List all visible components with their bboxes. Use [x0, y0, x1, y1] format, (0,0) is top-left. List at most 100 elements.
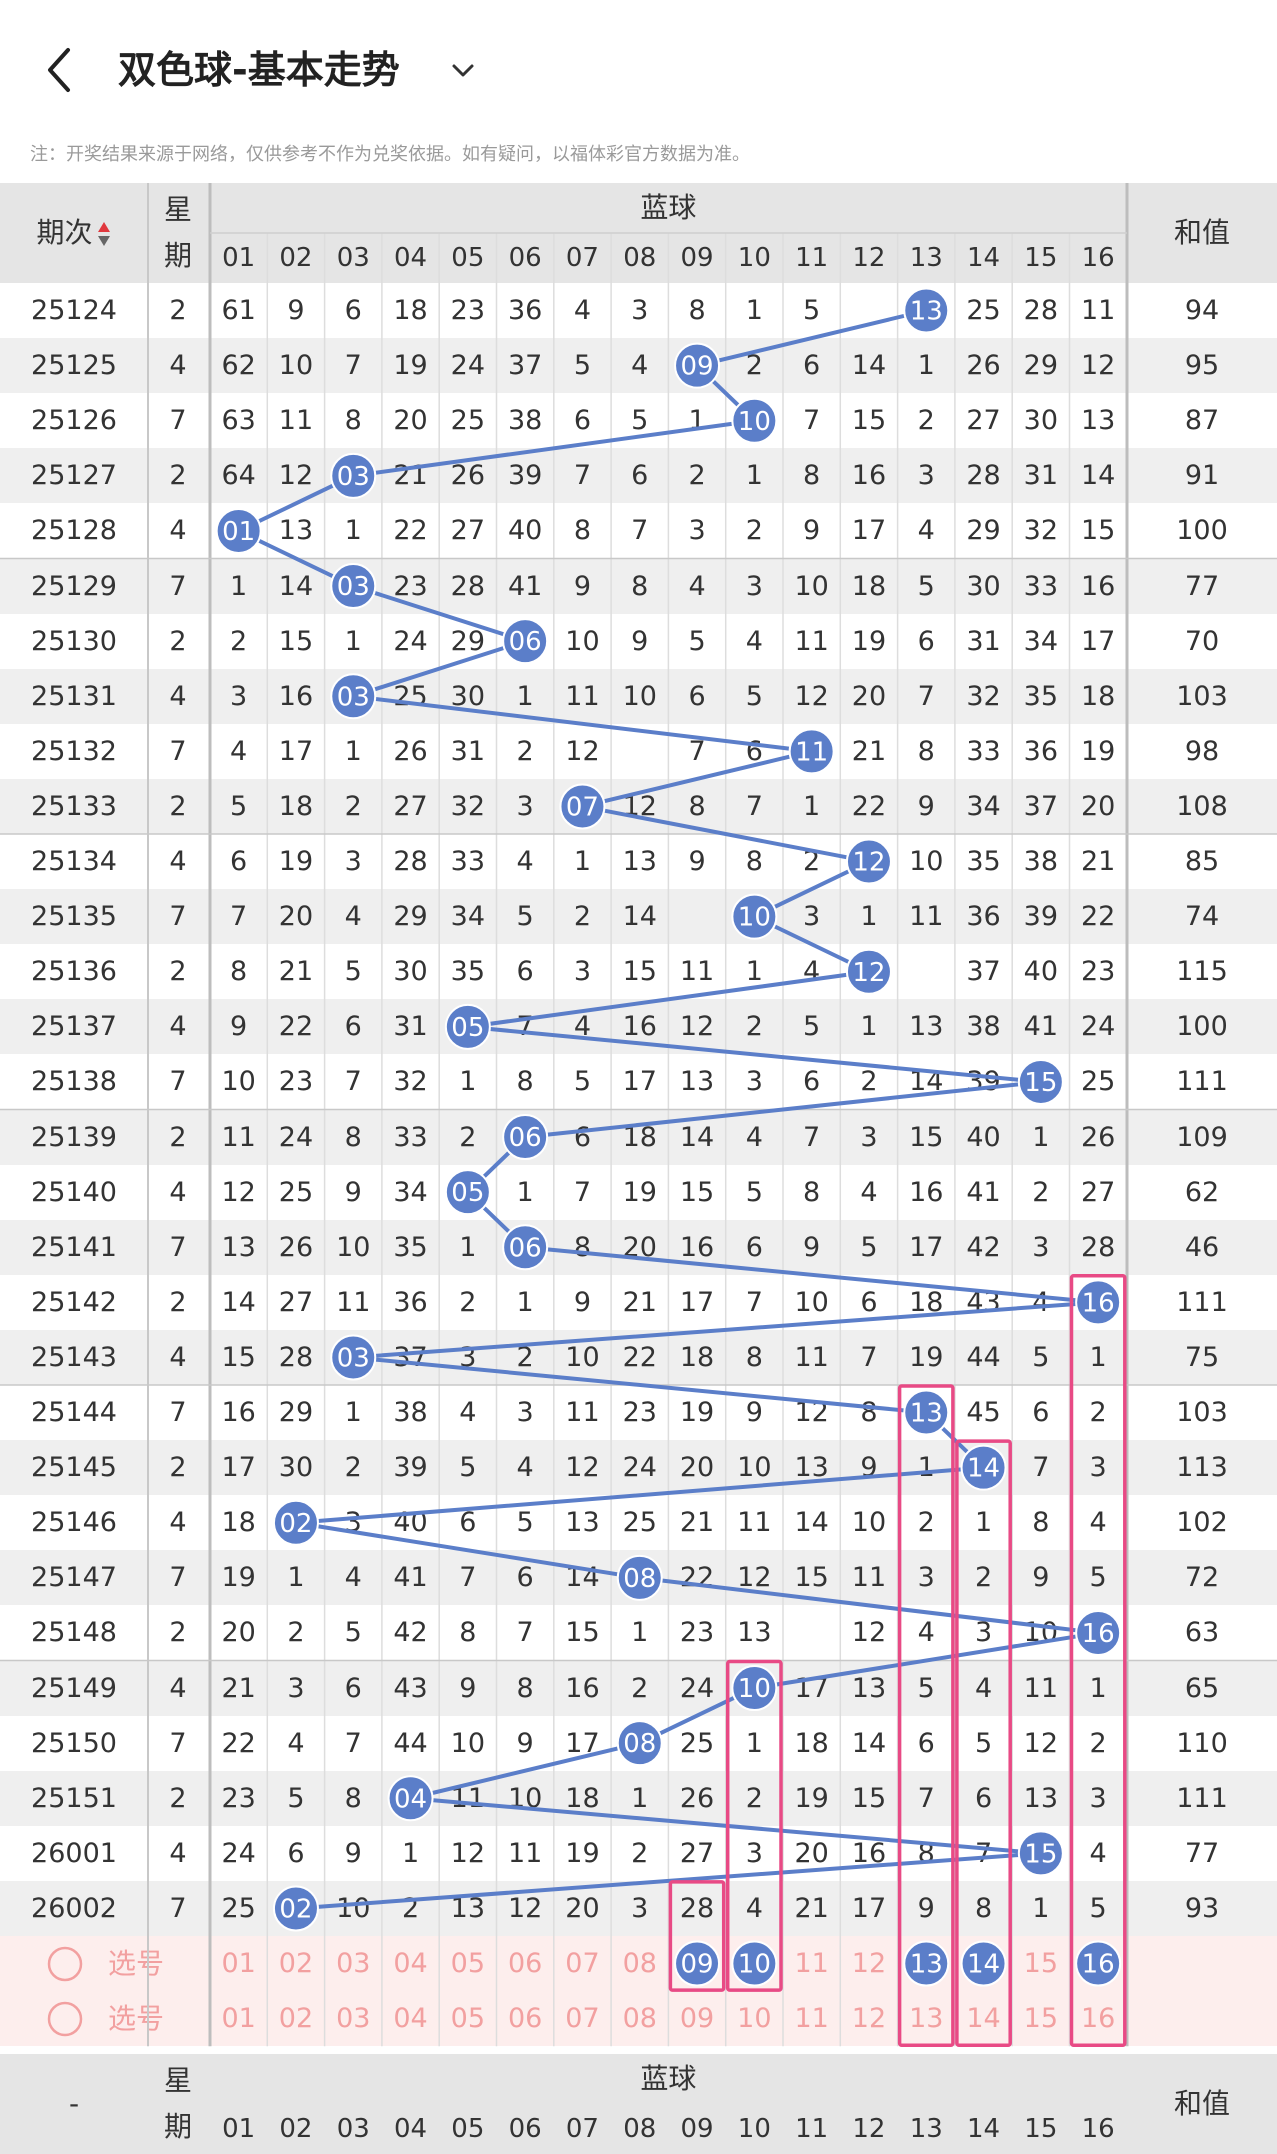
miss-count: 3	[1089, 1452, 1107, 1484]
select-option[interactable]: 08	[622, 1948, 657, 1979]
sum-cell: 108	[1176, 790, 1228, 822]
miss-count: 1	[803, 790, 821, 822]
select-option[interactable]: 02	[278, 2003, 314, 2035]
issue-cell: 25140	[31, 1176, 117, 1208]
miss-count: 40	[507, 515, 543, 547]
miss-count: 17	[851, 1892, 887, 1924]
miss-count: 24	[393, 625, 428, 657]
select-option[interactable]: 10	[737, 2003, 772, 2035]
miss-count: 9	[631, 625, 649, 657]
miss-count: 15	[851, 1782, 887, 1814]
issue-cell: 25128	[31, 515, 117, 547]
miss-count: 15	[278, 625, 314, 657]
miss-count: 3	[688, 515, 706, 547]
select-option[interactable]: 12	[851, 2003, 887, 2035]
miss-count: 38	[507, 405, 543, 437]
miss-count: 14	[565, 1562, 600, 1594]
issue-cell: 25129	[31, 570, 117, 602]
miss-count: 15	[679, 1176, 715, 1208]
miss-count: 31	[450, 735, 486, 767]
week-cell: 4	[169, 846, 187, 877]
miss-count: 1	[516, 1176, 534, 1208]
select-option[interactable]: 03	[336, 1948, 371, 1979]
miss-count: 37	[1023, 790, 1059, 822]
miss-count: 14	[679, 1121, 715, 1153]
miss-count: 12	[679, 1011, 715, 1043]
miss-count: 4	[917, 515, 935, 547]
ball-column-header-repeat: 13	[909, 2114, 943, 2145]
blue-ball-number: 10	[738, 407, 771, 437]
miss-count: 2	[745, 1782, 763, 1814]
miss-count: 11	[278, 405, 314, 437]
select-option[interactable]: 07	[565, 1948, 600, 1979]
miss-count: 61	[221, 295, 256, 326]
miss-count: 10	[1023, 1617, 1059, 1649]
miss-count: 13	[221, 1231, 256, 1263]
select-label[interactable]: 选号	[107, 1947, 164, 1980]
select-option[interactable]: 06	[507, 1948, 543, 1979]
select-option[interactable]: 14	[966, 2003, 1001, 2035]
miss-count: 16	[221, 1397, 256, 1428]
select-option[interactable]: 01	[221, 1948, 256, 1979]
miss-count: 8	[631, 570, 649, 602]
miss-count: 18	[622, 1121, 657, 1153]
select-option[interactable]: 04	[393, 1948, 428, 1979]
select-option[interactable]: 02	[278, 1948, 314, 1979]
miss-count: 3	[745, 1837, 763, 1869]
issue-header[interactable]: 期次	[0, 183, 148, 283]
sort-icon[interactable]	[96, 219, 112, 249]
blue-ball	[444, 1169, 491, 1216]
blue-ball-number: 12	[852, 958, 885, 988]
week-cell: 7	[169, 901, 187, 933]
miss-count: 11	[565, 1397, 600, 1428]
miss-count: 11	[1080, 295, 1116, 326]
sum-cell: 103	[1176, 680, 1228, 712]
select-circle-icon[interactable]	[46, 1945, 84, 1983]
select-option[interactable]: 12	[851, 1948, 887, 1979]
ball-column-header: 13	[909, 243, 943, 273]
miss-count: 30	[450, 680, 486, 712]
select-option[interactable]: 03	[336, 2003, 371, 2035]
week-cell: 7	[169, 570, 187, 602]
select-option[interactable]: 06	[507, 2003, 543, 2035]
miss-count: 6	[803, 350, 821, 382]
week-header-line2: 期	[163, 239, 192, 272]
week-cell: 4	[169, 515, 187, 547]
select-option[interactable]: 08	[622, 2003, 657, 2035]
select-option[interactable]: 16	[1080, 2003, 1116, 2035]
miss-count: 20	[278, 901, 314, 933]
miss-count: 17	[909, 1231, 944, 1263]
select-option[interactable]: 05	[450, 2003, 486, 2035]
week-cell: 2	[169, 1121, 187, 1153]
select-option[interactable]: 15	[1023, 1948, 1059, 1979]
miss-count: 10	[507, 1782, 543, 1814]
miss-count: 21	[221, 1672, 256, 1704]
miss-count: 2	[745, 350, 763, 382]
select-option[interactable]: 05	[450, 1948, 486, 1979]
select-option[interactable]: 07	[565, 2003, 600, 2035]
miss-count: 2	[344, 790, 362, 822]
miss-count: 7	[917, 1782, 935, 1814]
miss-count: 7	[516, 1617, 534, 1649]
sum-cell: 102	[1176, 1507, 1228, 1539]
select-circle-icon[interactable]	[46, 2000, 84, 2038]
miss-count: 8	[803, 460, 821, 492]
select-option[interactable]: 01	[221, 2003, 256, 2035]
ball-column-header-repeat: 09	[680, 2114, 714, 2145]
back-arrow-icon[interactable]	[40, 44, 80, 96]
select-option[interactable]: 11	[794, 1948, 829, 1979]
week-cell: 4	[169, 1507, 187, 1539]
miss-count: 17	[851, 515, 887, 547]
select-option[interactable]: 09	[679, 2003, 715, 2035]
select-option[interactable]: 13	[909, 2003, 944, 2035]
select-option[interactable]: 04	[393, 2003, 428, 2035]
miss-count: 6	[917, 1727, 935, 1759]
miss-count: 36	[1023, 735, 1059, 767]
miss-count: 2	[287, 1617, 305, 1649]
miss-count: 2	[1089, 1397, 1107, 1428]
chevron-down-icon[interactable]	[448, 56, 478, 86]
miss-count: 8	[860, 1397, 878, 1428]
select-option[interactable]: 11	[794, 2003, 829, 2035]
select-label[interactable]: 选号	[107, 2002, 164, 2036]
select-option[interactable]: 15	[1023, 2003, 1059, 2035]
